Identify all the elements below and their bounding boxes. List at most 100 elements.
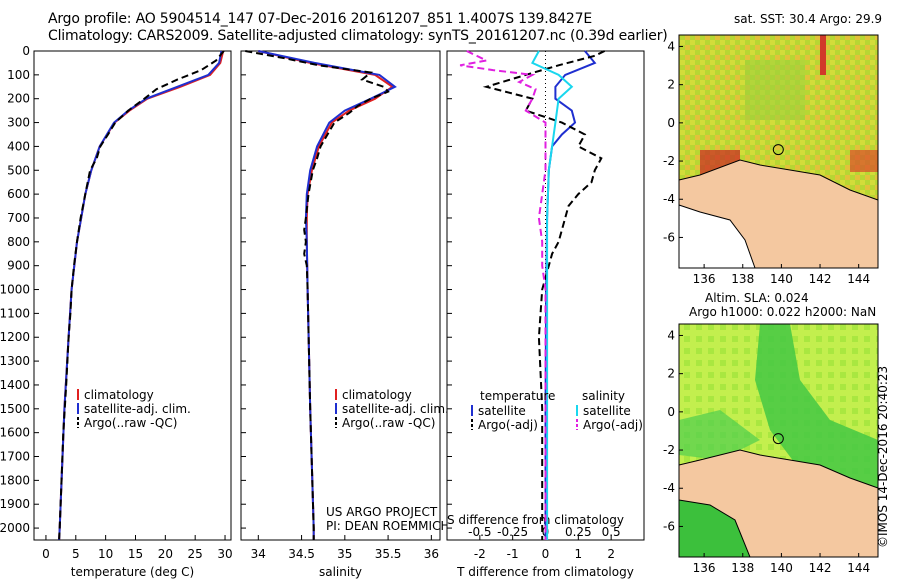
sla-low-region <box>755 324 878 500</box>
x-tick-label: 34 <box>251 547 266 561</box>
imos-timestamp: ©IMOS 14-Dec-2016 20:40:23 <box>876 365 890 548</box>
y-tick-label: 1100 <box>0 306 30 320</box>
profile-panel-3: -2 -1 0 1 2 T difference from climatology -0.5… <box>446 50 645 579</box>
x-tick-label: 5 <box>72 547 80 561</box>
y-tick-label: 600 <box>7 187 30 201</box>
x-tick-label: 35 <box>337 547 352 561</box>
plot-frame <box>33 50 232 541</box>
y-tick-label: 1300 <box>0 354 30 368</box>
map-y-tick-label: -4 <box>663 192 675 206</box>
map-y-tick-label: -2 <box>663 443 675 457</box>
sla-map-frame <box>678 323 879 558</box>
legend-header: salinity <box>582 389 625 403</box>
series-line-3 <box>531 50 574 540</box>
x-tick-label: 30 <box>217 547 232 561</box>
map-y-tick-label: 0 <box>667 116 675 130</box>
sla-low-region <box>679 410 760 460</box>
figure-title-line2: Climatology: CARS2009. Satellite-adjuste… <box>48 28 668 44</box>
map-x-tick-label: 138 <box>731 561 754 575</box>
profile-panel-2: 34 34.5 35 35.5 36 salinity climatologysatelli… <box>240 50 449 579</box>
figure-title-line1: Argo profile: AO 5904514_147 07-Dec-2016… <box>48 11 592 27</box>
s-diff-tick-label: -0.5 <box>468 525 491 539</box>
legend-label: Argo(-adj) <box>478 418 538 432</box>
y-tick-label: 500 <box>7 163 30 177</box>
y-tick-label: 1600 <box>0 426 30 440</box>
y-tick-label: 0 <box>22 44 30 58</box>
series-line-3 <box>58 50 225 541</box>
x-tick-label: 0 <box>42 547 50 561</box>
y-tick-label: 1500 <box>0 402 30 416</box>
map-x-tick-label: 136 <box>693 272 716 286</box>
y-tick-label: 100 <box>7 68 30 82</box>
map-x-tick-label: 140 <box>770 561 793 575</box>
x-tick-label: 10 <box>98 547 113 561</box>
s-diff-tick-label: -0.25 <box>497 525 528 539</box>
legend-label: Argo(..raw -QC) <box>84 416 177 430</box>
map-y-tick-label: 2 <box>667 78 675 92</box>
x-tick-label: 34.5 <box>288 547 315 561</box>
x-tick-label: 0 <box>542 547 550 561</box>
x-tick-label: 25 <box>188 547 203 561</box>
s-diff-tick-label: 0.25 <box>565 525 592 539</box>
map-x-tick-label: 144 <box>847 272 870 286</box>
map-x-tick-label: 140 <box>770 272 793 286</box>
y-tick-label: 700 <box>7 211 30 225</box>
legend-label: satellite <box>583 404 631 418</box>
sla-map-axes: 136 138 140 142 144 4 2 0 -2 -4 -6 <box>663 328 870 575</box>
sst-map-frame <box>678 34 879 269</box>
y-tick-label: 1800 <box>0 473 30 487</box>
x-axis-label: salinity <box>319 565 362 579</box>
series-line-2 <box>482 50 606 540</box>
legend-label: satellite <box>478 404 526 418</box>
legend-label: satellite-adj. clim. <box>84 402 191 416</box>
argo-location-marker <box>772 144 784 156</box>
map-y-tick-label: 4 <box>667 328 675 342</box>
y-tick-label: 300 <box>7 116 30 130</box>
x-tick-label: -2 <box>474 547 486 561</box>
map-y-tick-label: -6 <box>663 230 675 244</box>
sst-map: sat. SST: 30.4 Argo: 29.9 136 138 140 142 14… <box>663 12 882 286</box>
map-y-tick-label: 2 <box>667 367 675 381</box>
x-tick-label: 35.5 <box>375 547 402 561</box>
y-tick-label: 2000 <box>0 521 30 535</box>
x-tick-label: 36 <box>424 547 439 561</box>
sla-map-title2: Argo h1000: 0.022 h2000: NaN <box>689 305 876 319</box>
legend-label: satellite-adj. clim. <box>342 402 449 416</box>
sla-map-title1: Altim. SLA: 0.024 <box>705 291 809 305</box>
map-y-tick-label: 0 <box>667 405 675 419</box>
legend-label: climatology <box>342 388 412 402</box>
legend-label: climatology <box>84 388 154 402</box>
legend-label: Argo(..raw -QC) <box>342 416 435 430</box>
map-y-tick-label: -2 <box>663 154 675 168</box>
argo-location-marker <box>772 433 784 445</box>
y-tick-label: 900 <box>7 259 30 273</box>
y-tick-label: 200 <box>7 92 30 106</box>
map-y-tick-label: -6 <box>663 519 675 533</box>
profile-panel-1: 0 5 10 15 20 25 30 temperature (deg C) 0 100 200 30… <box>0 44 233 579</box>
y-tick-label: 1700 <box>0 450 30 464</box>
sst-map-title: sat. SST: 30.4 Argo: 29.9 <box>734 12 882 26</box>
y-tick-label: 1200 <box>0 330 30 344</box>
sst-hot-spot <box>820 35 826 75</box>
sla-map: Altim. SLA: 0.024 Argo h1000: 0.022 h200… <box>663 291 879 575</box>
y-tick-label: 1000 <box>0 283 30 297</box>
map-x-tick-label: 142 <box>809 561 832 575</box>
x-axis-label: temperature (deg C) <box>71 565 194 579</box>
s-diff-tick-label: 0.5 <box>602 525 621 539</box>
map-x-tick-label: 142 <box>809 272 832 286</box>
y-tick-label: 1900 <box>0 497 30 511</box>
legend-header: temperature <box>480 389 555 403</box>
legend-label: Argo(-adj) <box>583 418 643 432</box>
x-tick-label: -1 <box>507 547 519 561</box>
map-y-tick-label: 4 <box>667 39 675 53</box>
y-tick-label: 800 <box>7 235 30 249</box>
project-annotation: US ARGO PROJECT <box>326 505 438 519</box>
y-tick-label: 400 <box>7 139 30 153</box>
series-line-4 <box>459 50 547 540</box>
plot-frame <box>240 50 441 541</box>
map-x-tick-label: 138 <box>731 272 754 286</box>
sst-field-patch <box>745 60 805 120</box>
sst-hot-spot <box>850 150 878 172</box>
